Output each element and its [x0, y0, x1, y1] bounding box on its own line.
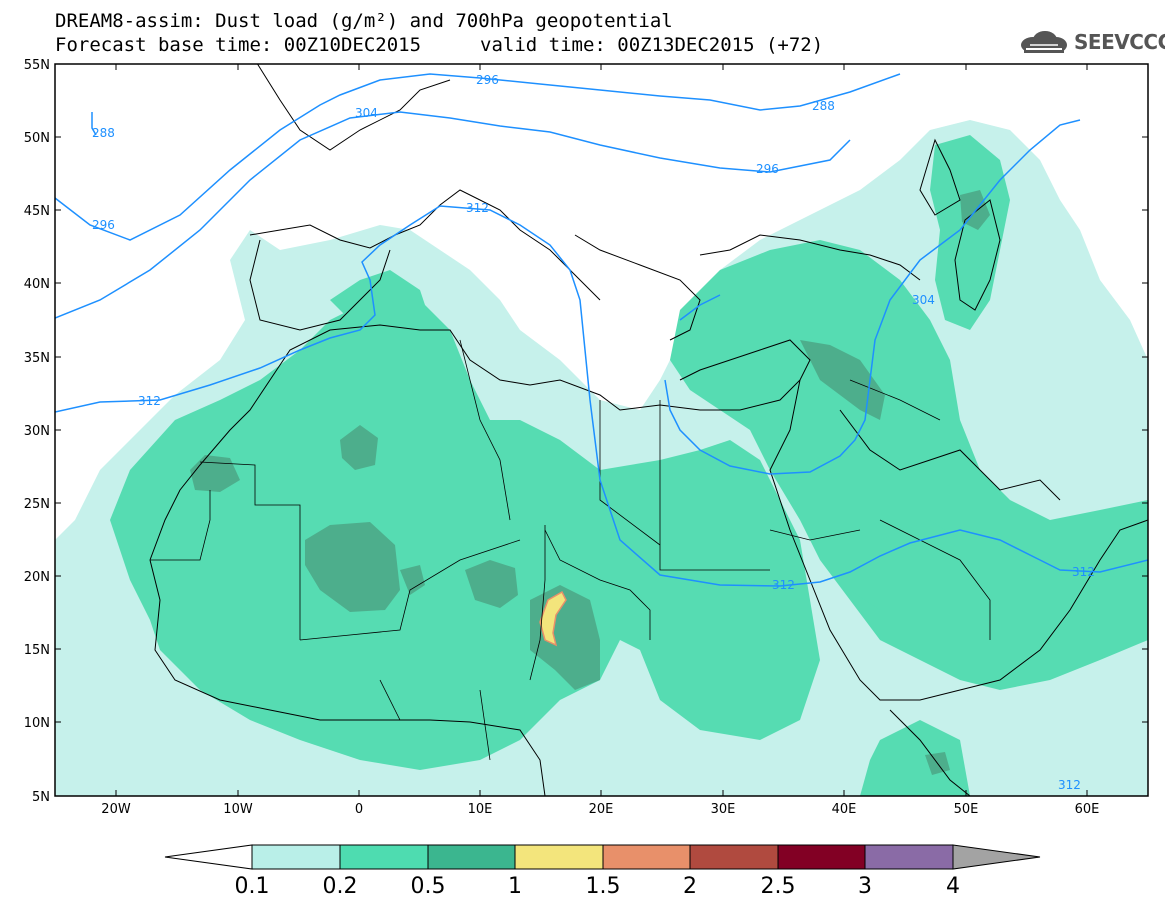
lat-label: 20N [24, 570, 50, 585]
contour-label: 296 [92, 218, 115, 232]
lon-label: 60E [1075, 802, 1100, 817]
colorbar-tick: 2 [683, 874, 697, 899]
contour-label: 312 [1072, 565, 1095, 579]
contour-label: 296 [476, 73, 499, 87]
colorbar-tick: 1 [508, 874, 522, 899]
contour-label: 312 [1058, 778, 1081, 792]
valid-time: valid time: 00Z13DEC2015 (+72) [480, 34, 824, 56]
colorbar-segment [339, 844, 429, 870]
forecast-base-time: Forecast base time: 00Z10DEC2015 [55, 34, 422, 56]
lon-label: 30E [711, 802, 736, 817]
colorbar-segment [427, 844, 516, 870]
lat-label: 55N [24, 58, 50, 73]
colorbar-tick: 0.1 [235, 874, 270, 899]
seevccc-logo: SEEVCCC [1018, 30, 1165, 54]
colorbar-segment [514, 844, 604, 870]
lat-label: 30N [24, 424, 50, 439]
lon-label: 20E [589, 802, 614, 817]
colorbar-tick: 2.5 [761, 874, 796, 899]
lon-label: 50E [954, 802, 979, 817]
lat-label: 10N [24, 716, 50, 731]
lon-label: 0 [355, 802, 363, 817]
coastlines [149, 64, 1148, 796]
lon-label: 10E [468, 802, 493, 817]
lat-label: 35N [24, 351, 50, 366]
colorbar-tick: 0.5 [411, 874, 446, 899]
contour-label: 296 [756, 162, 779, 176]
lat-label: 50N [24, 131, 50, 146]
logo-text: SEEVCCC [1074, 30, 1165, 54]
colorbar-tick: 4 [946, 874, 960, 899]
lon-label: 20W [101, 802, 131, 817]
colorbar-segment [689, 844, 779, 870]
lat-label: 5N [32, 790, 50, 805]
colorbar-segment [777, 844, 866, 870]
map-area [55, 64, 1148, 796]
lon-label: 10W [223, 802, 253, 817]
contour-label: 312 [772, 578, 795, 592]
latitude-axis: 55N 50N 45N 40N 35N 30N 25N 20N 15N 10N … [24, 58, 1148, 805]
map-title: DREAM8-assim: Dust load (g/m²) and 700hP… [55, 10, 673, 32]
lat-label: 40N [24, 277, 50, 292]
lat-label: 15N [24, 643, 50, 658]
lat-label: 25N [24, 497, 50, 512]
colorbar-segment [164, 844, 253, 870]
colorbar-labels: 0.1 0.2 0.5 1 1.5 2 2.5 3 4 [235, 874, 961, 899]
colorbar [164, 844, 1041, 870]
contour-label: 304 [355, 106, 378, 120]
lat-label: 45N [24, 204, 50, 219]
contour-label: 288 [812, 99, 835, 113]
contour-label: 312 [466, 201, 489, 215]
longitude-axis: 20W 10W 0 10E 20E 30E 40E 50E 60E [101, 64, 1099, 817]
colorbar-segment [251, 844, 341, 870]
contour-label: 304 [912, 293, 935, 307]
lon-label: 40E [832, 802, 857, 817]
contour-label: 312 [138, 394, 161, 408]
borders [150, 339, 991, 761]
dust-layer-mid [110, 135, 1148, 796]
colorbar-tick: 3 [858, 874, 872, 899]
dust-layer-peak [539, 590, 567, 647]
colorbar-segment [602, 844, 691, 870]
cloud-icon [1021, 31, 1067, 53]
colorbar-segment [864, 844, 954, 870]
contour-label: 288 [92, 126, 115, 140]
colorbar-segment [952, 844, 1041, 870]
geopotential-contours [55, 73, 1148, 587]
contour-labels: 288 296 304 312 296 288 296 312 304 312 … [92, 73, 1095, 792]
colorbar-tick: 0.2 [323, 874, 358, 899]
colorbar-tick: 1.5 [586, 874, 621, 899]
